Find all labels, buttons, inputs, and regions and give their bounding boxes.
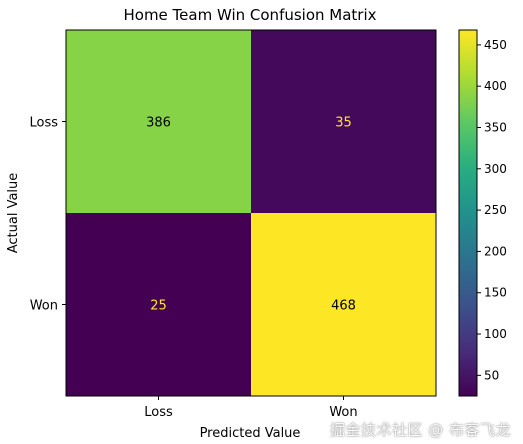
matrix-cell — [251, 213, 436, 396]
x-tick-label: Loss — [144, 405, 173, 420]
chart-title: Home Team Win Confusion Matrix — [123, 6, 376, 24]
watermark-text: 掘金技术社区 @ 布客飞龙 — [329, 421, 511, 439]
y-axis-label: Actual Value — [6, 173, 21, 254]
cell-value-label: 386 — [146, 116, 171, 131]
cell-value-label: 25 — [150, 299, 167, 314]
colorbar-tick-label: 400 — [484, 79, 507, 93]
matrix-cell — [66, 30, 251, 213]
colorbar — [458, 29, 478, 397]
y-tick-label: Loss — [29, 116, 58, 131]
x-axis-ticks: Loss Won — [144, 396, 358, 420]
y-tick-label: Won — [30, 299, 58, 314]
matrix-cell — [66, 213, 251, 396]
cell-value-label: 35 — [335, 116, 352, 131]
plot-frame — [65, 29, 437, 397]
colorbar-ticks: 50 100 150 200 250 300 350 400 450 — [477, 38, 507, 382]
colorbar-tick-label: 350 — [484, 120, 507, 134]
x-tick-label: Won — [329, 405, 357, 420]
matrix-cell-labels: 386 35 25 468 — [146, 116, 356, 314]
colorbar-tick-label: 200 — [484, 244, 507, 258]
colorbar-tick-label: 50 — [484, 368, 499, 382]
colorbar-tick-label: 450 — [484, 38, 507, 52]
y-axis-ticks: Loss Won — [29, 116, 66, 314]
colorbar-tick-label: 150 — [484, 286, 507, 300]
matrix-cells — [66, 30, 436, 396]
colorbar-tick-label: 300 — [484, 162, 507, 176]
x-axis-label: Predicted Value — [200, 426, 301, 441]
matrix-cell — [251, 30, 436, 213]
colorbar-tick-label: 100 — [484, 327, 507, 341]
cell-value-label: 468 — [331, 299, 356, 314]
colorbar-tick-label: 250 — [484, 203, 507, 217]
